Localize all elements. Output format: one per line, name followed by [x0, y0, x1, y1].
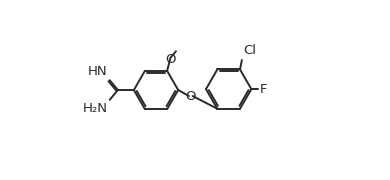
Text: O: O: [186, 89, 196, 102]
Text: H₂N: H₂N: [83, 102, 108, 115]
Text: Cl: Cl: [244, 44, 257, 57]
Text: HN: HN: [88, 65, 108, 78]
Text: F: F: [260, 83, 268, 96]
Text: O: O: [165, 53, 176, 66]
